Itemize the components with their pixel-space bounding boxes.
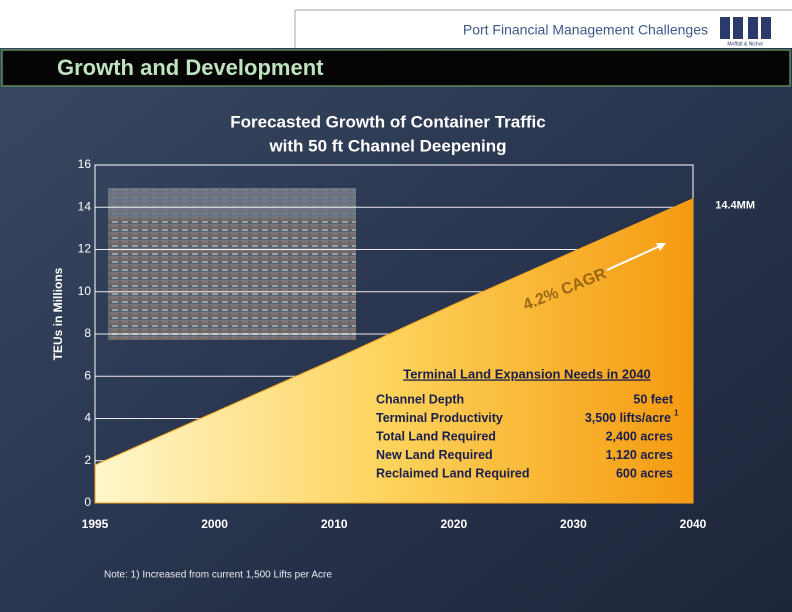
port-photo-water [108, 188, 356, 218]
header-title: Port Financial Management Challenges [463, 22, 708, 38]
y-tick-label: 16 [78, 157, 92, 171]
logo: Moffatt & Nichol [720, 17, 771, 47]
row-label: Channel Depth [376, 392, 464, 406]
chart-subtitle: with 50 ft Channel Deepening [268, 136, 506, 155]
row-label: Terminal Productivity [376, 411, 503, 425]
row-value: 1,120 acres [606, 448, 673, 462]
plot: 0 2 4 6 8 10 12 14 16 1995 2000 2010 2020 2030 2040 14.… [78, 157, 755, 531]
superscript: 1 [674, 409, 679, 418]
y-axis-label: TEUs in Millions [51, 267, 65, 360]
title-bar [1, 49, 791, 87]
y-tick-label: 12 [78, 242, 92, 256]
area [94, 198, 694, 504]
table-title: Terminal Land Expansion Needs in 2040 [403, 366, 651, 381]
y-tick-label: 8 [84, 326, 91, 340]
row-value: 2,400 acres [606, 429, 673, 443]
row-label: Total Land Required [376, 429, 496, 443]
slide-title: Growth and Development [57, 55, 324, 80]
x-tick-label: 2010 [321, 517, 348, 531]
y-tick-label: 2 [84, 453, 91, 467]
land-table: Channel Depth 50 feet Terminal Productivit… [376, 392, 679, 480]
x-tick-label: 2000 [201, 517, 228, 531]
value-label: 14.4MM [715, 200, 755, 212]
row-value: 600 acres [616, 466, 673, 480]
cagr-arrowhead [656, 243, 666, 251]
logo-text: Moffatt & Nichol [727, 41, 762, 47]
chart-title: Forecasted Growth of Container Traffic [230, 112, 546, 131]
row-value: 3,500 lifts/acre [585, 411, 671, 425]
row-label: New Land Required [376, 448, 493, 462]
x-tick-label: 2020 [440, 517, 467, 531]
row-label: Reclaimed Land Required [376, 466, 530, 480]
x-tick-label: 2040 [680, 517, 707, 531]
x-tick-label: 2030 [560, 517, 587, 531]
cagr-arrow [606, 245, 661, 271]
row-value: 50 feet [633, 392, 673, 406]
y-tick-label: 4 [84, 411, 91, 425]
note: Note: 1) Increased from current 1,500 Li… [104, 570, 332, 581]
y-tick-label: 0 [84, 495, 91, 509]
x-tick-label: 1995 [82, 517, 109, 531]
header-band [0, 0, 792, 48]
y-tick-label: 14 [78, 199, 92, 213]
y-tick-label: 10 [78, 284, 92, 298]
y-tick-label: 6 [84, 368, 91, 382]
